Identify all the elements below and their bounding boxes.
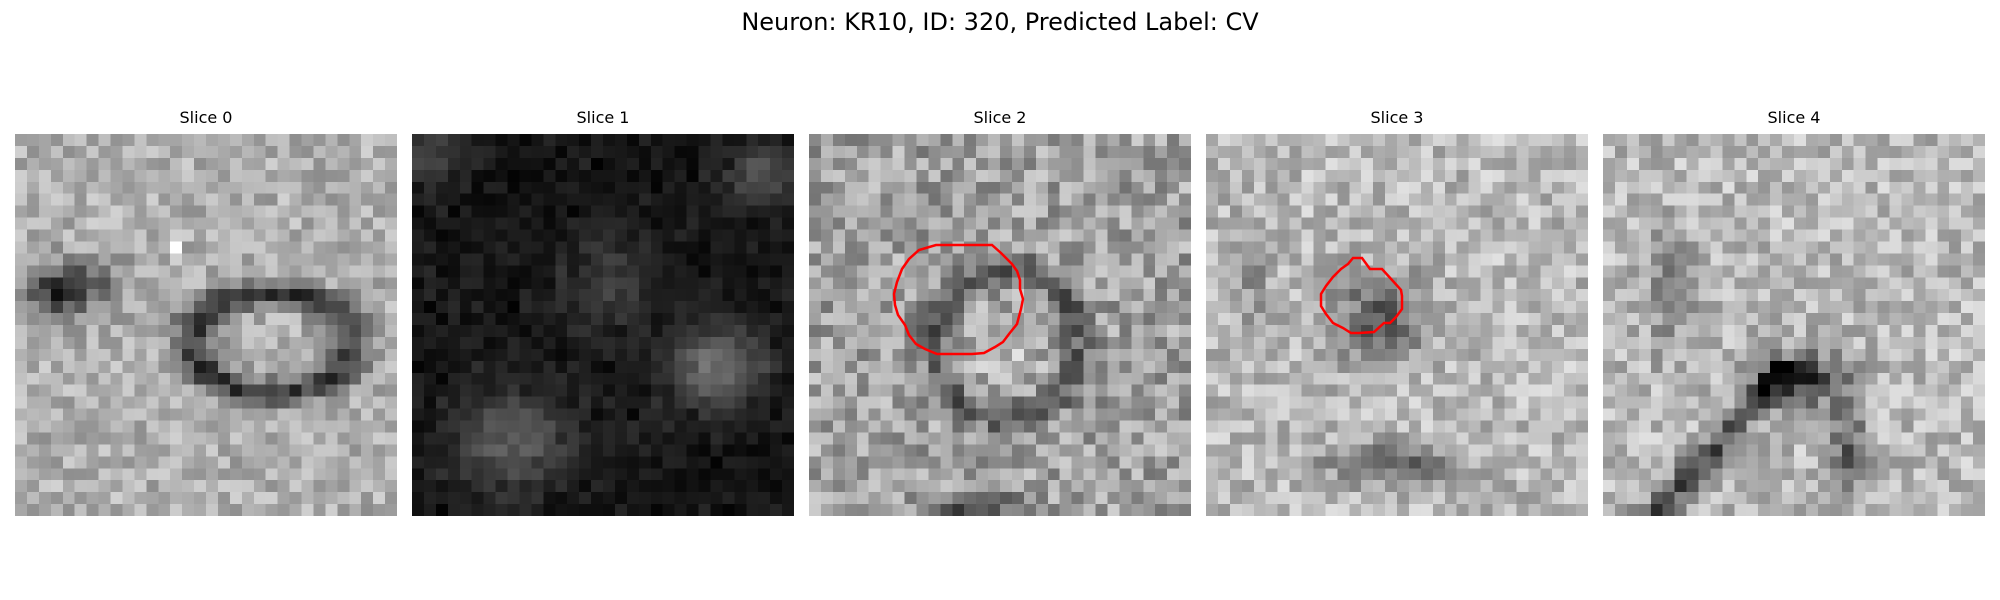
slice-4-image [1603, 134, 1985, 516]
panel-title-slice-1: Slice 1 [576, 108, 630, 127]
slice-4-pixels [1603, 134, 1985, 516]
slice-1-image [412, 134, 794, 516]
slice-3-pixels [1206, 134, 1588, 516]
slice-3-image [1206, 134, 1588, 516]
slice-0-image [15, 134, 397, 516]
figure-title: Neuron: KR10, ID: 320, Predicted Label: … [741, 8, 1259, 36]
slice-2-pixels [809, 134, 1191, 516]
panel-title-slice-0: Slice 0 [179, 108, 233, 127]
slice-2-image [809, 134, 1191, 516]
panel-title-slice-3: Slice 3 [1370, 108, 1424, 127]
slice-0-pixels [15, 134, 397, 516]
panel-title-slice-4: Slice 4 [1767, 108, 1821, 127]
panel-title-slice-2: Slice 2 [973, 108, 1027, 127]
slice-1-pixels [412, 134, 794, 516]
